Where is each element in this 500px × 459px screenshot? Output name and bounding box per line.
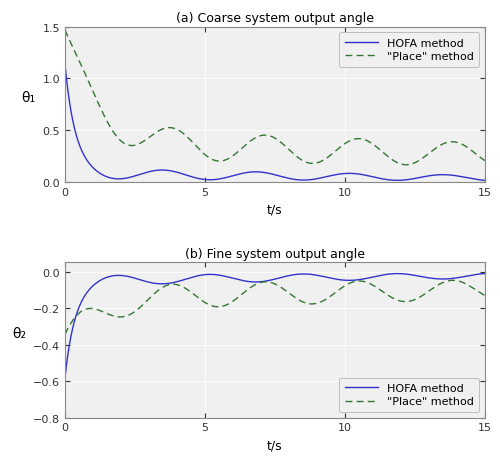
"Place" method — [392, 160, 398, 165]
Line: "Place" method: "Place" method — [65, 281, 485, 335]
Legend: HOFA method, "Place" method: HOFA method, "Place" method — [339, 378, 480, 412]
"Place" method — [482, 159, 488, 164]
"Place" method — [62, 28, 68, 34]
HOFA method — [266, 171, 272, 177]
Title: (b) Fine system output angle: (b) Fine system output angle — [185, 247, 365, 260]
HOFA method — [392, 178, 398, 184]
"Place" method — [482, 293, 488, 298]
HOFA method — [470, 177, 476, 182]
HOFA method — [255, 280, 261, 285]
"Place" method — [403, 162, 409, 168]
HOFA method — [62, 63, 68, 68]
HOFA method — [84, 291, 89, 297]
"Place" method — [84, 75, 89, 80]
"Place" method — [450, 278, 456, 284]
Y-axis label: θ₁: θ₁ — [22, 91, 36, 105]
X-axis label: t/s: t/s — [267, 438, 283, 451]
HOFA method — [470, 177, 476, 182]
"Place" method — [470, 285, 476, 291]
Line: HOFA method: HOFA method — [65, 274, 485, 377]
HOFA method — [482, 271, 488, 277]
"Place" method — [392, 297, 398, 302]
Line: "Place" method: "Place" method — [65, 31, 485, 165]
Legend: HOFA method, "Place" method: HOFA method, "Place" method — [339, 33, 480, 67]
"Place" method — [470, 285, 476, 291]
"Place" method — [470, 150, 476, 155]
"Place" method — [266, 134, 272, 139]
HOFA method — [62, 375, 68, 380]
HOFA method — [470, 273, 476, 278]
X-axis label: t/s: t/s — [267, 203, 283, 216]
HOFA method — [470, 273, 476, 278]
"Place" method — [62, 332, 68, 337]
HOFA method — [482, 178, 488, 184]
Y-axis label: θ₂: θ₂ — [12, 326, 26, 340]
HOFA method — [266, 278, 272, 284]
"Place" method — [84, 307, 89, 312]
HOFA method — [255, 170, 261, 175]
"Place" method — [255, 134, 261, 140]
HOFA method — [392, 271, 398, 277]
"Place" method — [470, 149, 476, 155]
HOFA method — [84, 157, 89, 163]
"Place" method — [266, 280, 272, 285]
"Place" method — [255, 281, 261, 286]
Line: HOFA method: HOFA method — [65, 66, 485, 181]
Title: (a) Coarse system output angle: (a) Coarse system output angle — [176, 12, 374, 25]
